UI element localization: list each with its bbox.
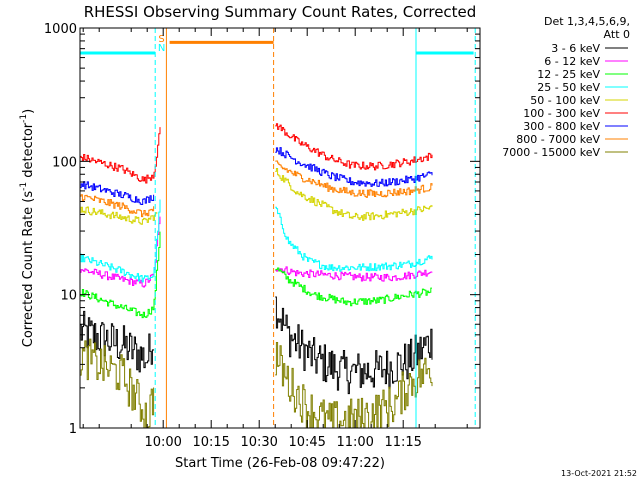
series-5-seg1-line (80, 127, 161, 184)
axis-ticks: 10:00 10:15 10:30 10:45 11:00 11:15 1 10 100 1000 (44, 22, 480, 450)
y-tick-label-0: 1 (69, 422, 77, 437)
series-3-seg1-line (80, 199, 161, 283)
legend-label-6: 300 - 800 keV (523, 120, 600, 133)
series-0-seg1-line (80, 310, 155, 373)
y-tick-label-2: 100 (52, 155, 77, 170)
legend-label-2: 12 - 25 keV (537, 68, 600, 81)
legend-label-4: 50 - 100 keV (530, 94, 600, 107)
series-7-seg2-line (275, 160, 433, 198)
series-5-seg2-line (275, 123, 433, 171)
legend-label-3: 25 - 50 keV (537, 81, 600, 94)
legend-label-0: 3 - 6 keV (551, 42, 600, 55)
series-1-seg2-line (275, 266, 433, 282)
legend-header-line-2: Att 0 (604, 28, 630, 41)
series-0-seg2-line (275, 296, 433, 395)
footer-timestamp: 13-Oct-2021 21:52 (561, 469, 637, 478)
y-axis-label-part-1: Corrected Count Rate (s (21, 191, 36, 348)
series-6-seg2-line (275, 147, 433, 187)
series-2-seg2-line (275, 267, 432, 307)
x-tick-label-5: 11:15 (384, 435, 421, 450)
series-6-seg1-line (80, 181, 155, 205)
x-tick-label-1: 10:15 (192, 435, 229, 450)
sn-label-0: S (158, 34, 164, 45)
series-4-seg2-line (275, 168, 433, 221)
x-tick-label-2: 10:30 (240, 435, 277, 450)
chart-title: RHESSI Observing Summary Count Rates, Co… (84, 3, 477, 21)
series-4-seg1-line (80, 206, 158, 225)
y-axis-label-part-3: ) (21, 109, 36, 114)
legend-label-5: 100 - 300 keV (523, 107, 600, 120)
time-markers: SN (79, 28, 476, 428)
series-8-seg2-line (275, 342, 433, 429)
legend-label-8: 7000 - 15000 keV (502, 146, 600, 159)
legend-label-7: 800 - 7000 keV (516, 133, 600, 146)
series-7-seg1-line (80, 194, 155, 218)
series-3-seg2-line (275, 206, 433, 272)
legend-header-line-1: Det 1,3,4,5,6,9, (544, 15, 630, 28)
y-axis-label-part-2: detector (21, 122, 36, 182)
y-axis-label-exp-2: -1 (19, 114, 29, 123)
y-tick-label-1: 10 (60, 289, 77, 304)
x-axis-label: Start Time (26-Feb-08 09:47:22) (175, 456, 385, 471)
legend-label-1: 6 - 12 keV (544, 55, 600, 68)
y-axis-label: Corrected Count Rate (s-1 detector-1) (19, 109, 36, 347)
y-tick-label-3: 1000 (44, 22, 77, 37)
plot-frame (79, 27, 481, 429)
series-8-seg1-line (80, 338, 155, 429)
series-1-seg1-line (80, 216, 161, 288)
x-tick-label-4: 11:00 (336, 435, 373, 450)
series-2-seg1-line (80, 231, 161, 319)
x-tick-label-3: 10:45 (288, 435, 325, 450)
y-axis-label-exp-1: -1 (19, 182, 29, 191)
data-traces (80, 123, 433, 429)
sn-label-1: N (158, 43, 165, 54)
x-tick-label-0: 10:00 (144, 435, 181, 450)
